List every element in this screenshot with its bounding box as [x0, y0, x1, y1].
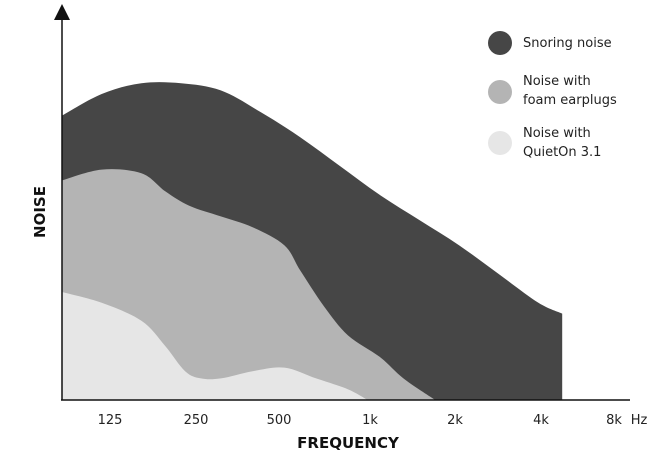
y-axis-arrow-icon	[54, 4, 70, 20]
area-noise-with-quieton-3-1	[62, 292, 368, 400]
x-tick-label: 1k	[362, 413, 378, 428]
x-axis-title: FREQUENCY	[297, 434, 400, 452]
x-unit-label: Hz	[631, 413, 648, 428]
legend-swatch	[488, 131, 512, 155]
area-series-group	[62, 82, 563, 400]
legend: Snoring noise Noise with foam earplugs Nois…	[488, 31, 617, 160]
legend-swatch	[488, 80, 512, 104]
x-tick-labels: 125 250 500 1k 2k 4k 8k	[98, 413, 623, 428]
legend-label: Noise with foam earplugs	[523, 74, 617, 108]
x-tick-label: 125	[98, 413, 123, 428]
legend-item: Noise with foam earplugs	[488, 74, 617, 108]
x-tick-label: 4k	[533, 413, 549, 428]
legend-label: Snoring noise	[523, 36, 612, 51]
x-tick-label: 250	[184, 413, 209, 428]
legend-swatch	[488, 31, 512, 55]
legend-item: Noise with QuietOn 3.1	[488, 126, 601, 160]
x-tick-label: 500	[267, 413, 292, 428]
y-axis-title: NOISE	[31, 186, 49, 238]
legend-item: Snoring noise	[488, 31, 612, 55]
legend-label: Noise with QuietOn 3.1	[523, 126, 601, 160]
x-tick-label: 8k	[606, 413, 622, 428]
x-tick-label: 2k	[447, 413, 463, 428]
